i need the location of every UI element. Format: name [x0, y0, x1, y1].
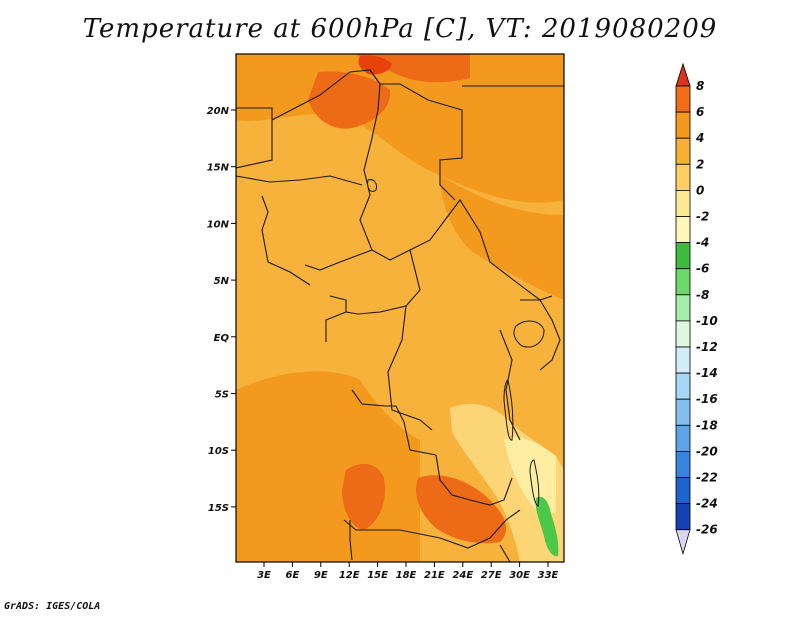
colorbar-segment: [675, 398, 691, 426]
lon-label: 21E: [424, 570, 445, 581]
colorbar-segment: [675, 242, 691, 270]
lake-malawi: [529, 459, 540, 507]
lat-label: 15N: [207, 163, 230, 174]
lon-label: 30E: [509, 570, 530, 581]
lon-label: 6E: [286, 570, 300, 581]
lakes: [367, 179, 545, 507]
lat-label: 10N: [207, 219, 230, 230]
colorbar-label: -16: [696, 392, 718, 406]
field-hot-zambia: [416, 475, 507, 544]
country-borders: [236, 69, 564, 562]
colorbar-label: -6: [696, 262, 709, 276]
lat-label: 10S: [208, 446, 229, 457]
lon-label: 24E: [452, 570, 473, 581]
colorbar-segment: [675, 111, 691, 139]
lat-label: EQ: [214, 333, 230, 344]
colorbar-segment: [675, 503, 691, 531]
lon-label: 33E: [538, 570, 559, 581]
colorbar-segment: [675, 85, 691, 113]
colorbar-segment: [675, 477, 691, 505]
lon-label: 9E: [314, 570, 328, 581]
colorbar-segment: [675, 137, 691, 165]
colorbar-label: 8: [696, 79, 704, 93]
colorbar-label: -2: [696, 210, 709, 224]
temperature-field: [236, 54, 564, 562]
lon-label: 12E: [339, 570, 360, 581]
lake-victoria: [513, 320, 545, 348]
lon-label: 15E: [367, 570, 388, 581]
grads-credit: GrADS: IGES/COLA: [4, 601, 101, 612]
colorbar-label: 6: [696, 105, 704, 119]
colorbar-label: -12: [696, 340, 718, 354]
lat-label: 5S: [215, 390, 229, 401]
colorbar-label: 2: [696, 157, 704, 171]
colorbar-bottom-arrow: [675, 529, 691, 556]
lake-chad: [367, 179, 377, 193]
field-warm-east: [440, 175, 564, 300]
lon-label: 18E: [396, 570, 417, 581]
colorbar-segment: [675, 216, 691, 244]
colorbar-segment: [675, 372, 691, 400]
lon-label: 3E: [257, 570, 271, 581]
colorbar-segment: [675, 268, 691, 296]
colorbar-label: -20: [696, 444, 718, 458]
colorbar-segment: [675, 424, 691, 452]
lon-label: 27E: [481, 570, 502, 581]
colorbar-label: 4: [695, 131, 704, 145]
colorbar-segment: [675, 294, 691, 322]
colorbar-label: -22: [696, 471, 718, 485]
longitude-axis: 3E 6E 9E 12E 15E 18E 21E 24E 27E 30E 33E: [257, 562, 559, 581]
colorbar-segment: [675, 189, 691, 217]
colorbar-label: -24: [696, 497, 718, 511]
colorbar-segment: [675, 163, 691, 191]
chart-title: Temperature at 600hPa [C], VT: 201908020…: [82, 14, 718, 44]
colorbar-label: -8: [696, 288, 709, 302]
colorbar-label: -18: [696, 418, 718, 432]
colorbar-segment: [675, 320, 691, 348]
colorbar-label: 0: [696, 183, 704, 197]
lat-label: 15S: [208, 503, 229, 514]
map-frame: [235, 53, 565, 563]
colorbar-label: -26: [696, 523, 718, 537]
field-hot-sahara: [308, 71, 391, 129]
colorbar-label: -10: [696, 314, 718, 328]
field-green-malawi: [535, 496, 559, 557]
colorbar: 8 6 4 2 0 -2 -4 -6 -8 -10 -12 -14 -16 -18 -20 -22 -24 -26: [675, 62, 718, 556]
colorbar-label: -14: [696, 366, 718, 380]
field-hot-angola: [342, 463, 386, 530]
colorbar-segment: [675, 450, 691, 478]
lat-label: 5N: [214, 276, 230, 287]
lat-label: 20N: [207, 106, 230, 117]
colorbar-segment: [675, 346, 691, 374]
lake-tanganyika: [503, 379, 514, 441]
colorbar-label: -4: [696, 236, 709, 250]
latitude-axis: 20N 15N 10N 5N EQ 5S 10S 15S: [207, 106, 236, 514]
colorbar-top-arrow: [675, 62, 691, 87]
field-hottest: [358, 55, 392, 75]
